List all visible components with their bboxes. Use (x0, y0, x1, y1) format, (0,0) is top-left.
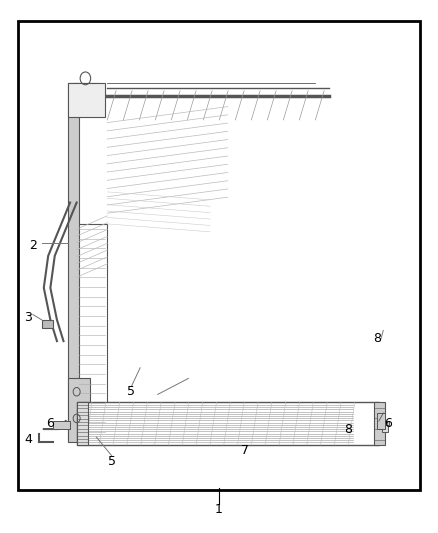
Text: 1: 1 (215, 503, 223, 515)
Text: 8: 8 (344, 423, 352, 435)
Bar (68, 83, 105, 117)
Text: 5: 5 (108, 455, 116, 467)
Bar (77, 402, 379, 445)
Text: 3: 3 (25, 311, 32, 324)
Bar (68, 378, 90, 442)
Bar (72, 83, 99, 96)
Bar (18, 21, 420, 490)
Text: 6: 6 (384, 417, 392, 430)
Bar (374, 402, 385, 445)
Bar (381, 421, 389, 426)
Text: 6: 6 (46, 417, 54, 430)
Bar (68, 83, 79, 440)
Text: 2: 2 (29, 239, 37, 252)
Text: 5: 5 (127, 385, 135, 398)
Bar (377, 413, 385, 429)
Text: 7: 7 (241, 444, 249, 457)
Text: 4: 4 (25, 433, 32, 446)
Bar (53, 421, 70, 429)
Bar (42, 320, 53, 328)
Text: 8: 8 (373, 332, 381, 345)
Bar (77, 224, 107, 437)
Bar (77, 402, 88, 445)
Bar (382, 425, 388, 432)
